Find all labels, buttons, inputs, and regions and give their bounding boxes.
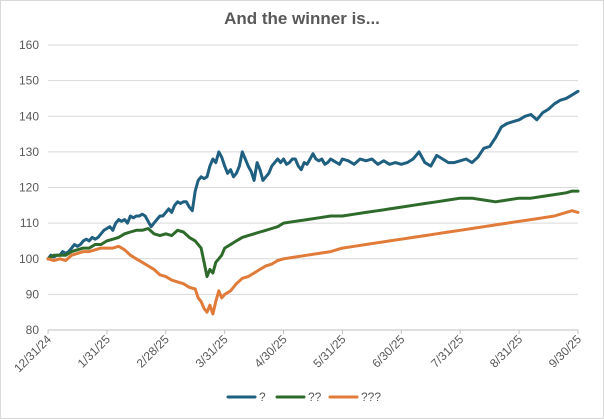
- chart-title: And the winner is...: [224, 9, 380, 28]
- x-tick-label: 2/28/25: [134, 332, 172, 370]
- x-tick-label: 5/31/25: [310, 332, 348, 370]
- y-tick-label: 130: [19, 145, 39, 159]
- legend-label: ?: [259, 390, 266, 404]
- x-tick-label: 9/30/25: [546, 332, 584, 370]
- gridlines: [48, 45, 578, 330]
- x-tick-label: 12/31/24: [11, 332, 54, 375]
- x-tick-label: 6/30/25: [369, 332, 407, 370]
- y-tick-label: 120: [19, 181, 39, 195]
- y-tick-label: 140: [19, 109, 39, 123]
- y-tick-label: 160: [19, 38, 39, 52]
- series-line-2: [48, 191, 578, 277]
- legend: ??????: [228, 390, 381, 404]
- legend-label: ???: [361, 390, 381, 404]
- series-line-3: [48, 211, 578, 314]
- series-lines: [48, 91, 578, 314]
- x-axis-ticks: 12/31/24 1/31/25 2/28/25 3/31/25 4/30/25 5/31…: [11, 330, 584, 375]
- y-axis-ticks: 80 90 100 110 120 130 140 150 160: [19, 38, 39, 337]
- y-tick-label: 90: [26, 287, 40, 301]
- y-tick-label: 110: [20, 216, 39, 230]
- legend-label: ??: [308, 390, 322, 404]
- x-tick-label: 1/31/25: [75, 332, 113, 370]
- y-tick-label: 80: [26, 323, 40, 337]
- x-tick-label: 3/31/25: [193, 332, 231, 370]
- y-tick-label: 150: [19, 74, 39, 88]
- x-tick-label: 8/31/25: [487, 332, 525, 370]
- x-tick-label: 7/31/25: [428, 332, 466, 370]
- y-tick-label: 100: [19, 252, 39, 266]
- line-chart: And the winner is... 80 90 100 110 120 130 140…: [0, 0, 604, 419]
- x-tick-label: 4/30/25: [251, 332, 289, 370]
